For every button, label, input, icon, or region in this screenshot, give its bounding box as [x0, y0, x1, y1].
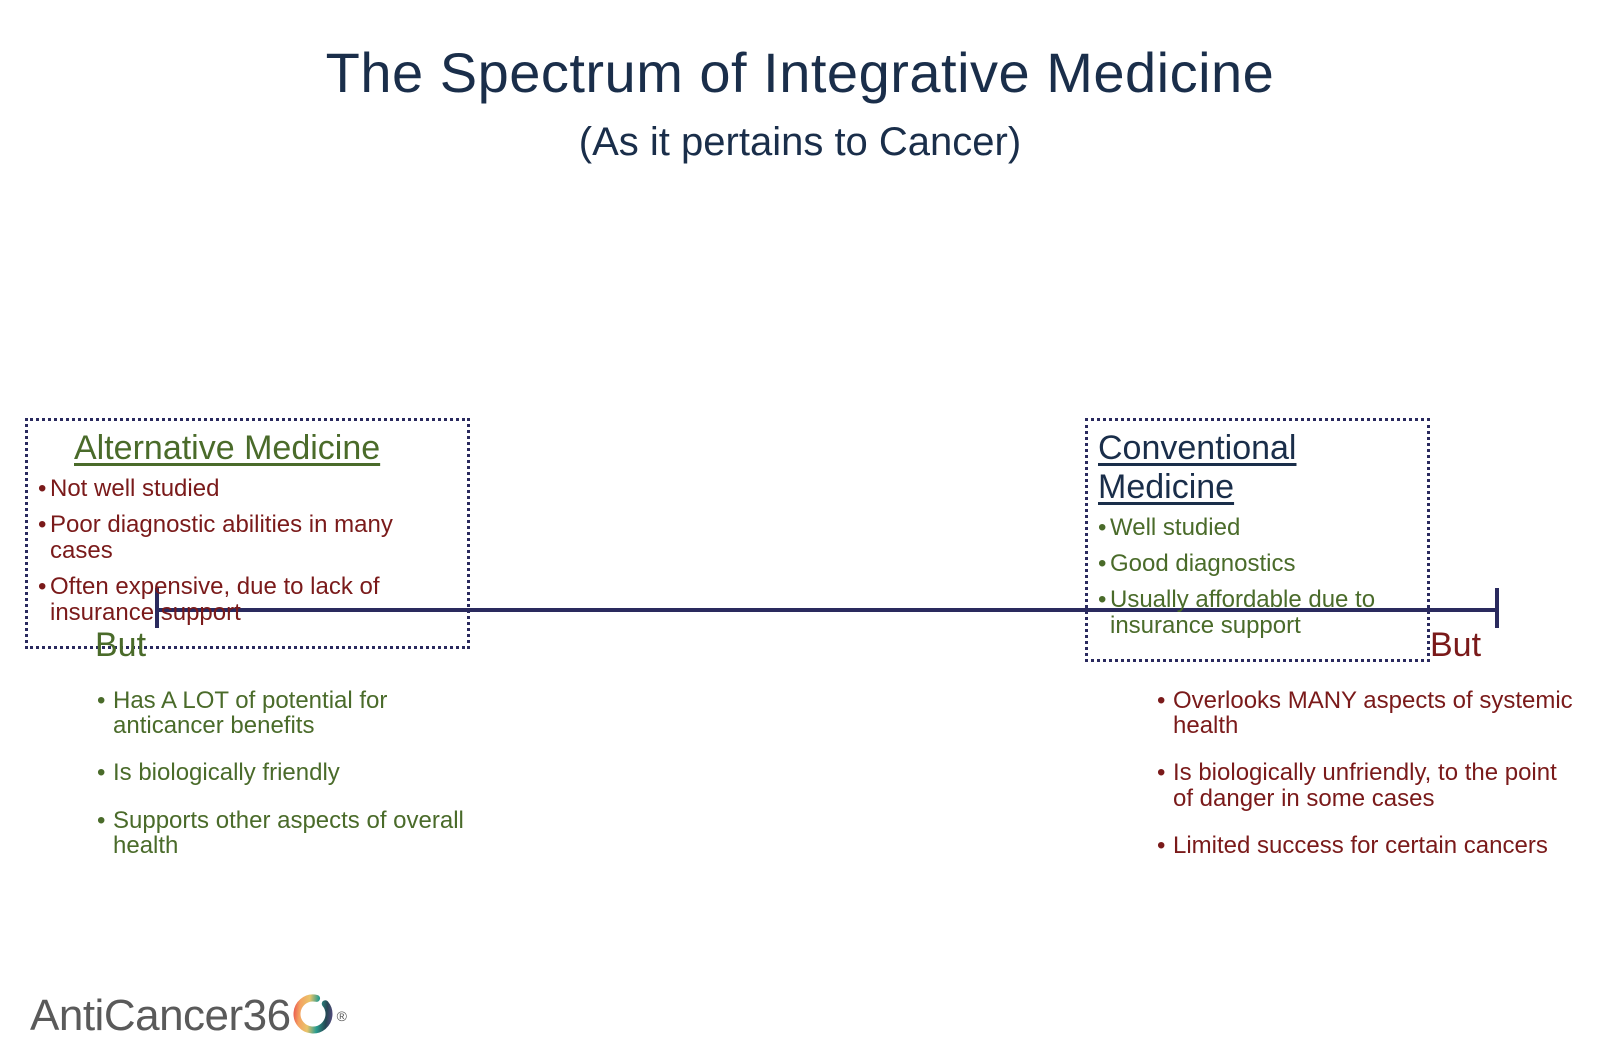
alternative-con-item: Often expensive, due to lack of insuranc… [38, 574, 457, 626]
alternative-cons-list: Not well studied Poor diagnostic abilitie… [38, 476, 457, 626]
conventional-con-item: Overlooks MANY aspects of systemic healt… [1155, 688, 1575, 738]
conventional-pros-list: Well studied Good diagnostics Usually affo… [1098, 515, 1417, 639]
logo-registered: ® [337, 1008, 347, 1024]
main-title: The Spectrum of Integrative Medicine [0, 40, 1600, 105]
brand-logo: AntiCancer 36 ® [30, 991, 347, 1041]
conventional-con-item: Is biologically unfriendly, to the point… [1155, 760, 1575, 810]
alternative-pro-item: Supports other aspects of overall health [95, 808, 495, 858]
diagram-root: The Spectrum of Integrative Medicine (As… [0, 0, 1600, 1061]
alternative-medicine-box: Alternative Medicine Not well studied Poo… [25, 418, 470, 649]
subtitle: (As it pertains to Cancer) [0, 120, 1600, 165]
conventional-pro-item: Good diagnostics [1098, 551, 1417, 577]
alternative-con-item: Poor diagnostic abilities in many cases [38, 512, 457, 564]
axis-tick-right [1495, 588, 1499, 628]
conventional-medicine-box: Conventional Medicine Well studied Good d… [1085, 418, 1430, 662]
conventional-cons-list: Overlooks MANY aspects of systemic healt… [1155, 688, 1575, 880]
alternative-pro-item: Has A LOT of potential for anticancer be… [95, 688, 495, 738]
conventional-but-label: But [1430, 626, 1481, 665]
conventional-pro-item: Well studied [1098, 515, 1417, 541]
alternative-heading: Alternative Medicine [74, 429, 457, 468]
conventional-heading: Conventional Medicine [1098, 429, 1417, 507]
alternative-but-label: But [95, 626, 146, 665]
conventional-con-item: Limited success for certain cancers [1155, 833, 1575, 858]
alternative-pros-list: Has A LOT of potential for anticancer be… [95, 688, 495, 880]
logo-ring-icon [291, 992, 335, 1041]
logo-text-36: 36 [243, 991, 291, 1041]
alternative-pro-item: Is biologically friendly [95, 760, 495, 785]
alternative-con-item: Not well studied [38, 476, 457, 502]
conventional-pro-item: Usually affordable due to insurance supp… [1098, 587, 1417, 639]
logo-text-anticancer: AntiCancer [30, 991, 243, 1041]
